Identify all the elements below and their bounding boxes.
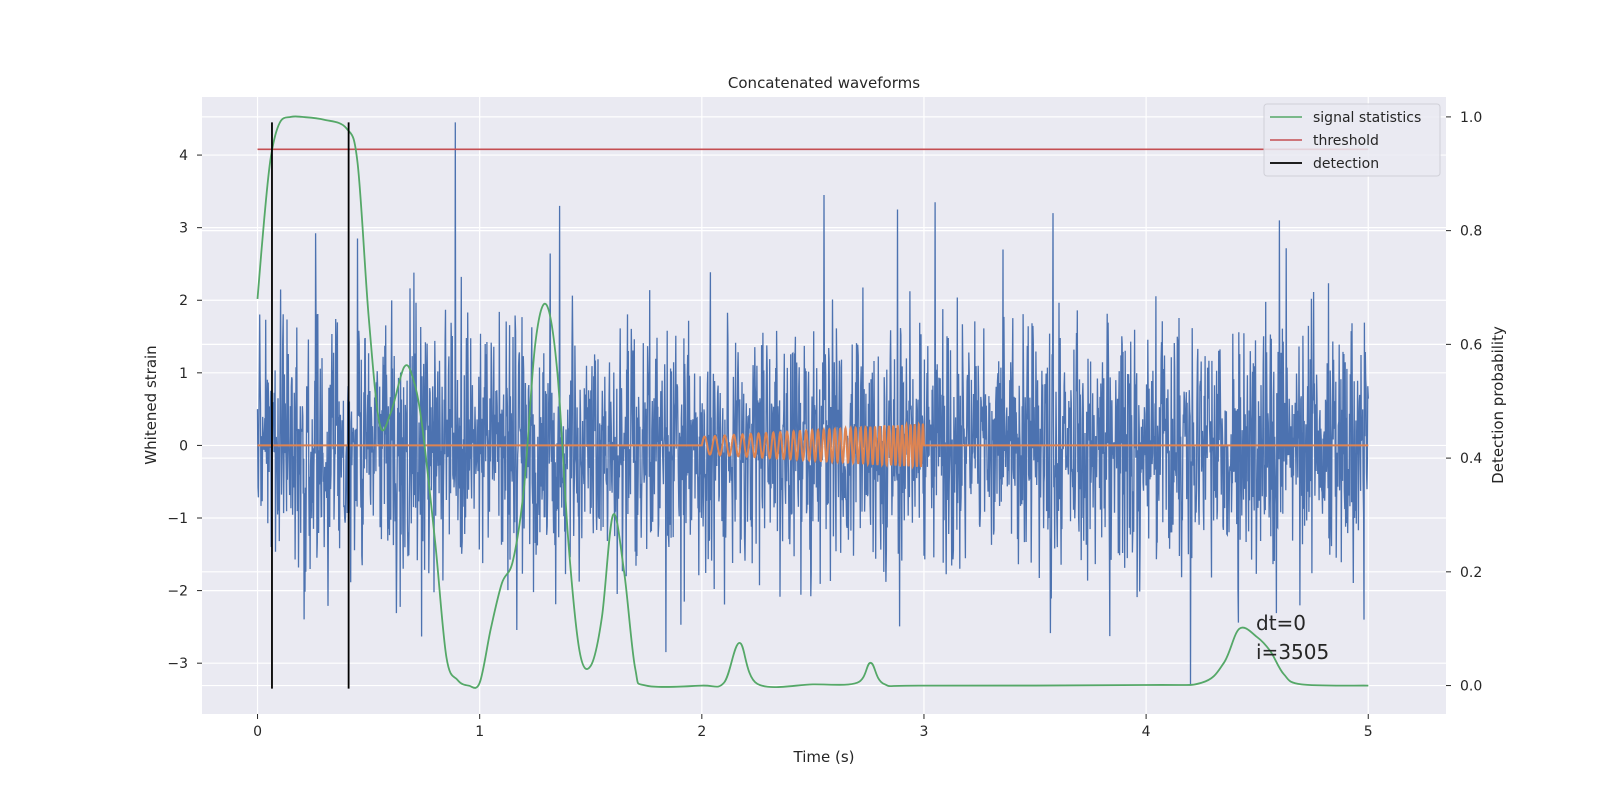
x-tick-label: 2 — [697, 724, 706, 740]
x-tick-label: 4 — [1142, 724, 1151, 740]
x-tick-label: 3 — [920, 724, 929, 740]
annotation-dt: dt=0 — [1256, 611, 1306, 635]
y2-tick-label: 1.0 — [1460, 110, 1482, 126]
y-tick-label: −2 — [167, 584, 188, 600]
x-tick-label: 0 — [253, 724, 262, 740]
chart-title: Concatenated waveforms — [728, 74, 920, 92]
legend: signal statistics threshold detection — [1263, 103, 1441, 177]
y-tick-label: 4 — [179, 148, 188, 164]
annotations: dt=0 i=3505 — [1256, 611, 1329, 664]
legend-label-statistics: signal statistics — [1313, 110, 1421, 126]
y-tick-label: 3 — [179, 221, 188, 237]
y2-axis-label: Detection probability — [1489, 326, 1507, 484]
x-axis-label: Time (s) — [793, 748, 855, 766]
y2-tick-label: 0.8 — [1460, 224, 1482, 240]
x-tick-label: 1 — [475, 724, 484, 740]
series-whitened-strain — [256, 122, 1369, 686]
y-tick-label: 0 — [179, 438, 188, 454]
y-tick-label: −1 — [167, 511, 188, 527]
y-axis-label: Whitened strain — [142, 345, 160, 464]
legend-label-threshold: threshold — [1313, 133, 1379, 149]
y-tick-label: −3 — [167, 656, 188, 672]
y-tick-label: 1 — [179, 366, 188, 382]
y2-tick-label: 0.0 — [1460, 679, 1482, 695]
series-layer — [256, 115, 1369, 689]
y2-tick-label: 0.6 — [1460, 337, 1482, 353]
legend-label-detection: detection — [1313, 156, 1379, 172]
x-tick-label: 5 — [1364, 724, 1373, 740]
y2-tick-label: 0.4 — [1460, 451, 1482, 467]
tick-layer: 0 1 2 3 4 5 −3 −2 −1 0 1 2 3 4 0.0 0.2 0.4 0.6 0.8 1.0 — [167, 110, 1482, 740]
series-template-chirp — [257, 420, 1369, 470]
annotation-i: i=3505 — [1256, 640, 1329, 664]
series-signal-statistics — [256, 115, 1369, 689]
legend-box — [1263, 103, 1441, 177]
y2-tick-label: 0.2 — [1460, 565, 1482, 581]
y-tick-label: 2 — [179, 293, 188, 309]
